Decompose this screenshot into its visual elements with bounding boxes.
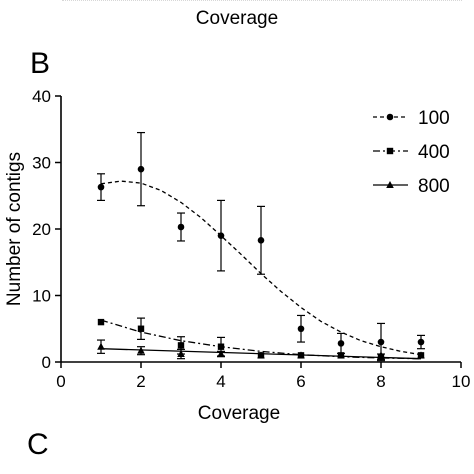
panel-letter-c: C: [27, 428, 49, 461]
y-tick-label: 20: [32, 220, 51, 239]
x-tick-label: 10: [452, 372, 471, 391]
x-tick-label: 6: [296, 372, 305, 391]
x-tick-label: 4: [216, 372, 225, 391]
series-800: [97, 339, 425, 360]
data-point: [297, 351, 305, 359]
data-point: [257, 351, 265, 359]
panel-letter-b: B: [30, 47, 51, 80]
x-tick-label: 2: [136, 372, 145, 391]
y-axis-title: Number of contigs: [4, 152, 25, 306]
top-panel-xlabel: Coverage: [195, 8, 279, 29]
legend-item-800: 800: [373, 176, 450, 197]
data-point: [217, 350, 225, 358]
legend-marker: [386, 147, 394, 155]
data-point: [137, 325, 145, 332]
data-point: [257, 237, 265, 244]
series-100: [97, 131, 425, 362]
data-point: [337, 340, 345, 347]
data-point: [337, 351, 345, 359]
data-point: [97, 318, 105, 326]
data-point: [177, 223, 185, 231]
data-point: [417, 338, 425, 346]
legend-marker: [386, 181, 394, 188]
data-point: [377, 338, 385, 346]
y-tick-label: 30: [32, 154, 51, 173]
legend-marker: [386, 113, 394, 121]
data-point: [97, 183, 105, 191]
data-point: [217, 343, 225, 350]
data-point: [177, 342, 185, 349]
legend-label: 100: [418, 108, 450, 129]
legend-label: 400: [418, 142, 450, 163]
y-tick-label: 40: [32, 87, 51, 106]
x-tick-label: 0: [56, 372, 65, 391]
y-tick-label: 10: [32, 287, 51, 306]
data-point: [137, 165, 145, 173]
legend-item-100: 100: [373, 108, 450, 129]
x-tick-label: 8: [376, 372, 385, 391]
legend-item-400: 400: [373, 142, 450, 163]
data-point: [97, 342, 105, 350]
clipped-panel-above: [62, 0, 462, 4]
x-axis-title: Coverage: [198, 403, 280, 424]
data-point: [177, 350, 185, 358]
data-point: [217, 232, 225, 239]
data-point: [377, 351, 385, 359]
data-point: [417, 351, 425, 359]
legend-label: 800: [418, 176, 450, 197]
data-point: [137, 346, 145, 354]
y-tick-label: 0: [42, 353, 51, 372]
data-point: [297, 325, 305, 333]
